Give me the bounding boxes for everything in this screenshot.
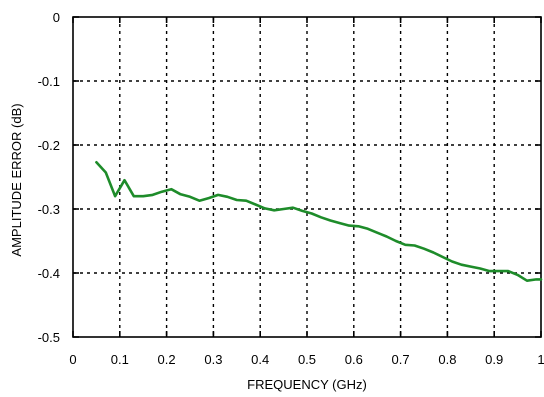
series-layer — [95, 161, 543, 283]
grid — [73, 17, 541, 337]
y-axis-title: AMPLITUDE ERROR (dB) — [9, 103, 24, 256]
x-tick-label: 0.4 — [251, 352, 269, 367]
y-tick-label: -0.1 — [38, 74, 60, 89]
x-tick-label: 0.3 — [204, 352, 222, 367]
y-tick-label: -0.4 — [38, 266, 60, 281]
plot-frame — [72, 16, 542, 338]
axis-ticks — [72, 16, 542, 338]
x-tick-label: 0.8 — [438, 352, 456, 367]
x-tick-label: 0.9 — [485, 352, 503, 367]
x-axis-title: FREQUENCY (GHz) — [247, 377, 367, 392]
x-tick-label: 0.7 — [392, 352, 410, 367]
x-tick-label: 1 — [537, 352, 544, 367]
x-tick-label: 0.2 — [158, 352, 176, 367]
x-tick-label: 0.6 — [345, 352, 363, 367]
x-tick-labels: 0 0.1 0.2 0.3 0.4 0.5 0.6 0.7 0.8 0.9 1 — [69, 352, 544, 367]
x-tick-label: 0.1 — [111, 352, 129, 367]
y-tick-label: -0.3 — [38, 202, 60, 217]
y-tick-label: -0.5 — [38, 330, 60, 345]
x-tick-label: 0 — [69, 352, 76, 367]
y-tick-label: 0 — [53, 10, 60, 25]
series-line — [95, 161, 543, 283]
y-tick-label: -0.2 — [38, 138, 60, 153]
y-tick-labels: 0 -0.1 -0.2 -0.3 -0.4 -0.5 — [38, 10, 60, 345]
x-tick-label: 0.5 — [298, 352, 316, 367]
